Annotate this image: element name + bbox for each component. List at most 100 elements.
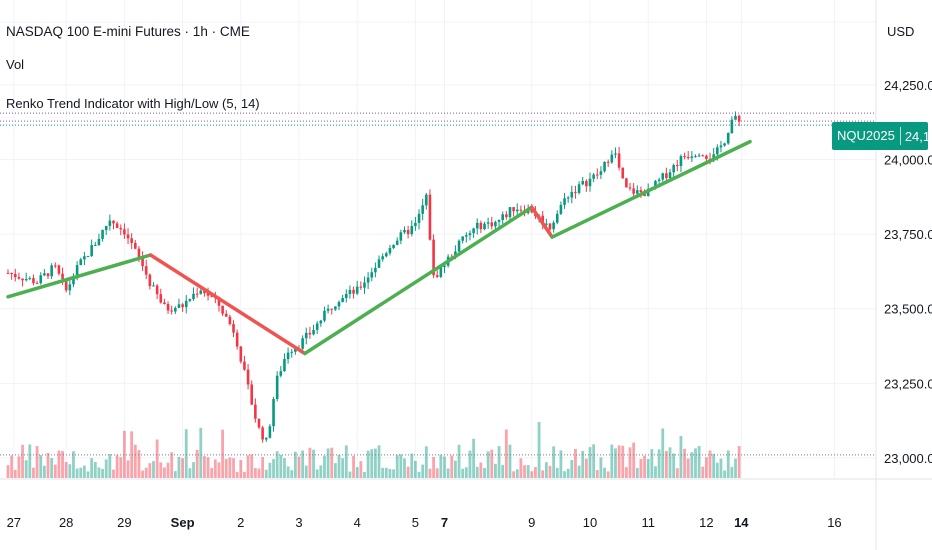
candle-body [508, 207, 512, 218]
volume-bar [112, 469, 115, 478]
candle-body [483, 223, 486, 230]
volume-bar [574, 448, 577, 478]
candle-body [264, 437, 268, 440]
volume-bar [461, 468, 465, 478]
volume-bar [406, 466, 410, 478]
volume-bar [715, 462, 719, 478]
candle-body [184, 300, 188, 308]
volume-bar [82, 465, 86, 478]
candle-body [614, 153, 617, 155]
volume-bar [181, 458, 184, 478]
volume-bar [697, 445, 701, 478]
price-candles [6, 111, 741, 443]
volume-bar [512, 471, 516, 478]
volume-bar [79, 467, 83, 478]
volume-bar [348, 471, 352, 478]
candle-body [290, 351, 294, 353]
candle-body [195, 293, 199, 295]
volume-bar [283, 458, 286, 478]
trend-indicator-line [6, 139, 752, 356]
volume-bar [148, 463, 152, 478]
volume-bar [654, 466, 657, 478]
candle-body [632, 188, 635, 194]
volume-bar [42, 465, 46, 478]
volume-bar [515, 469, 519, 478]
renko-indicator-label[interactable]: Renko Trend Indicator with High/Low (5, … [6, 96, 260, 111]
volume-bar [475, 466, 479, 478]
volume-bar [705, 457, 708, 478]
candle-body [668, 172, 672, 178]
volume-bar [504, 429, 508, 478]
volume-bar [646, 458, 650, 478]
candle-body [639, 190, 643, 193]
candle-body [83, 256, 86, 260]
x-tick-label: 14 [734, 515, 749, 530]
volume-bar [708, 450, 712, 478]
time-axis[interactable]: 27 28 29 Sep 2 3 4 5 7 9 10 11 12 14 16 [7, 515, 842, 530]
candle-body [465, 235, 468, 237]
candle-body [425, 194, 428, 206]
price-axis[interactable]: 24,250.00 24,000.00 23,750.00 23,500.00 23,2… [884, 78, 932, 466]
candle-body [286, 352, 290, 360]
volume-bar [632, 442, 636, 478]
volume-bar [428, 468, 432, 478]
volume-bars [6, 421, 741, 478]
volume-bar [534, 467, 537, 478]
volume-bar [508, 444, 512, 478]
candle-body [115, 223, 119, 228]
volume-bar [123, 430, 126, 478]
volume-bar [344, 445, 348, 478]
volume-bar [443, 456, 446, 478]
candle-body [170, 310, 173, 312]
volume-bar [199, 427, 203, 478]
volume-bar [24, 460, 28, 478]
volume-bar [93, 462, 97, 478]
candle-body [403, 229, 406, 233]
candle-body [606, 161, 610, 163]
candle-body [385, 253, 388, 257]
volume-bar [490, 449, 494, 478]
volume-bar [570, 459, 574, 478]
candle-body [723, 143, 726, 146]
candle-body [94, 245, 97, 247]
volume-bar [614, 448, 617, 478]
volume-bar [279, 454, 283, 478]
candle-body [595, 174, 599, 176]
volume-bar [403, 458, 406, 478]
candle-body [512, 207, 515, 212]
volume-bar [366, 450, 370, 478]
volume-bar [330, 447, 334, 478]
volume-bar [243, 471, 246, 478]
volume-bar [253, 467, 257, 478]
volume-bar [46, 452, 50, 478]
volume-bar [595, 469, 599, 478]
volume-bar [6, 465, 10, 478]
volume-bar [657, 449, 661, 478]
volume-bar [548, 465, 552, 478]
volume-bar [39, 455, 43, 478]
candle-body [261, 427, 264, 440]
x-tick-label: Sep [171, 515, 195, 530]
candle-body [410, 226, 414, 235]
candle-body [730, 119, 734, 133]
candle-body [737, 115, 741, 122]
candle-body [461, 236, 464, 241]
volume-bar [264, 469, 268, 478]
volume-bar [115, 455, 119, 478]
candle-body [126, 234, 130, 239]
candle-body [294, 348, 297, 352]
candle-body [686, 156, 690, 159]
candle-body [683, 156, 686, 158]
volume-bar [410, 453, 414, 478]
volume-bar [290, 470, 294, 478]
symbol-title[interactable]: NASDAQ 100 E-mini Futures · 1h · CME [6, 24, 250, 39]
volume-indicator-label[interactable]: Vol [6, 57, 25, 72]
y-tick-label: 23,250.00 [884, 376, 932, 391]
volume-bar [203, 456, 206, 478]
currency-label[interactable]: USD [887, 24, 915, 39]
candle-body [454, 251, 457, 257]
volume-bar [628, 447, 632, 478]
candle-body [166, 303, 170, 311]
candle-body [359, 286, 363, 288]
